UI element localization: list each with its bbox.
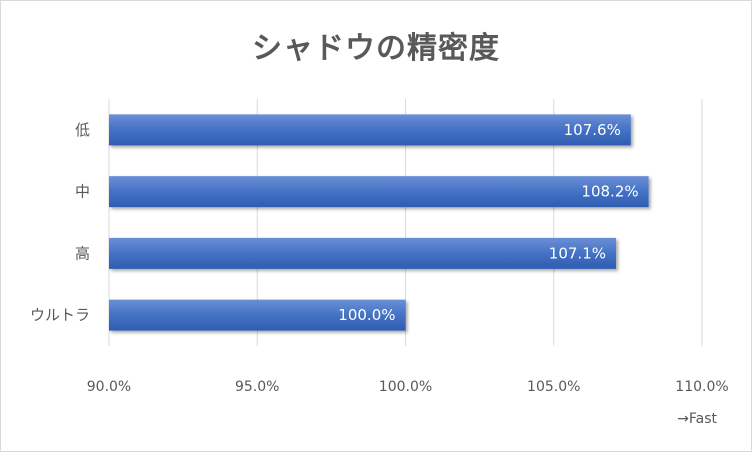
x-tick-label: 90.0% bbox=[87, 379, 131, 395]
x-tick-label: 100.0% bbox=[379, 379, 432, 395]
category-label: 低 bbox=[75, 121, 90, 139]
x-tick-label: 105.0% bbox=[527, 379, 580, 395]
category-label: 中 bbox=[75, 183, 90, 201]
bar bbox=[109, 176, 649, 208]
axis-direction-note: →Fast bbox=[677, 411, 717, 427]
data-label: 107.6% bbox=[564, 121, 621, 139]
category-label: 高 bbox=[75, 244, 90, 262]
data-label: 100.0% bbox=[338, 306, 395, 324]
chart-title: シャドウの精密度 bbox=[252, 31, 500, 66]
data-label: 107.1% bbox=[549, 244, 606, 262]
category-label: ウルトラ bbox=[30, 306, 90, 324]
bar bbox=[109, 299, 406, 331]
x-tick-label: 95.0% bbox=[235, 379, 279, 395]
bar bbox=[109, 237, 617, 269]
data-label: 108.2% bbox=[581, 183, 638, 201]
x-tick-label: 110.0% bbox=[675, 379, 728, 395]
bar bbox=[109, 114, 631, 146]
